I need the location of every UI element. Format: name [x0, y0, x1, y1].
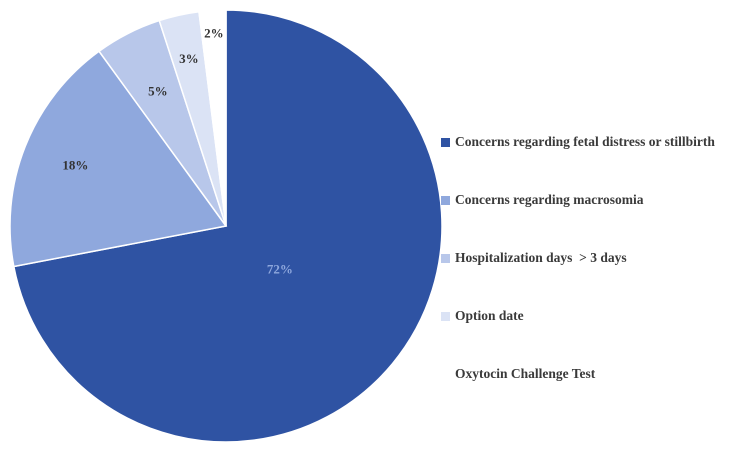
legend-label: Hospitalization days > 3 days	[455, 250, 627, 265]
slice-label-macrosomia: 18%	[62, 157, 88, 172]
pie-slices	[9, 9, 443, 443]
pie-slice-oxytocin	[198, 9, 227, 227]
legend-swatch	[441, 195, 450, 205]
legend-label: Oxytocin Challenge Test	[455, 366, 596, 381]
chart-legend: Concerns regarding fetal distress or sti…	[441, 113, 715, 403]
legend-item-hospitalization: Hospitalization days > 3 days	[441, 229, 715, 287]
pie-slice-fetal-distress	[12, 9, 443, 443]
legend-item-fetal-distress: Concerns regarding fetal distress or sti…	[441, 113, 715, 171]
legend-label: Concerns regarding macrosomia	[455, 192, 644, 207]
legend-item-macrosomia: Concerns regarding macrosomia	[441, 171, 715, 229]
slice-label-option-date: 3%	[179, 51, 199, 66]
legend-label: Concerns regarding fetal distress or sti…	[455, 134, 715, 149]
legend-label: Option date	[455, 308, 524, 323]
pie-slice-labels: 72% 18% 5% 3% 2%	[62, 25, 293, 277]
pie-slice-macrosomia	[9, 50, 228, 268]
slice-label-fetal-distress: 72%	[267, 262, 293, 277]
legend-swatch	[441, 137, 450, 147]
legend-swatch	[441, 253, 450, 263]
legend-item-option-date: Option date	[441, 287, 715, 345]
slice-label-oxytocin: 2%	[204, 25, 224, 40]
slice-label-hospitalization: 5%	[148, 83, 168, 98]
legend-swatch	[441, 311, 450, 321]
legend-swatch	[441, 369, 450, 379]
legend-item-oxytocin: Oxytocin Challenge Test	[441, 345, 715, 403]
